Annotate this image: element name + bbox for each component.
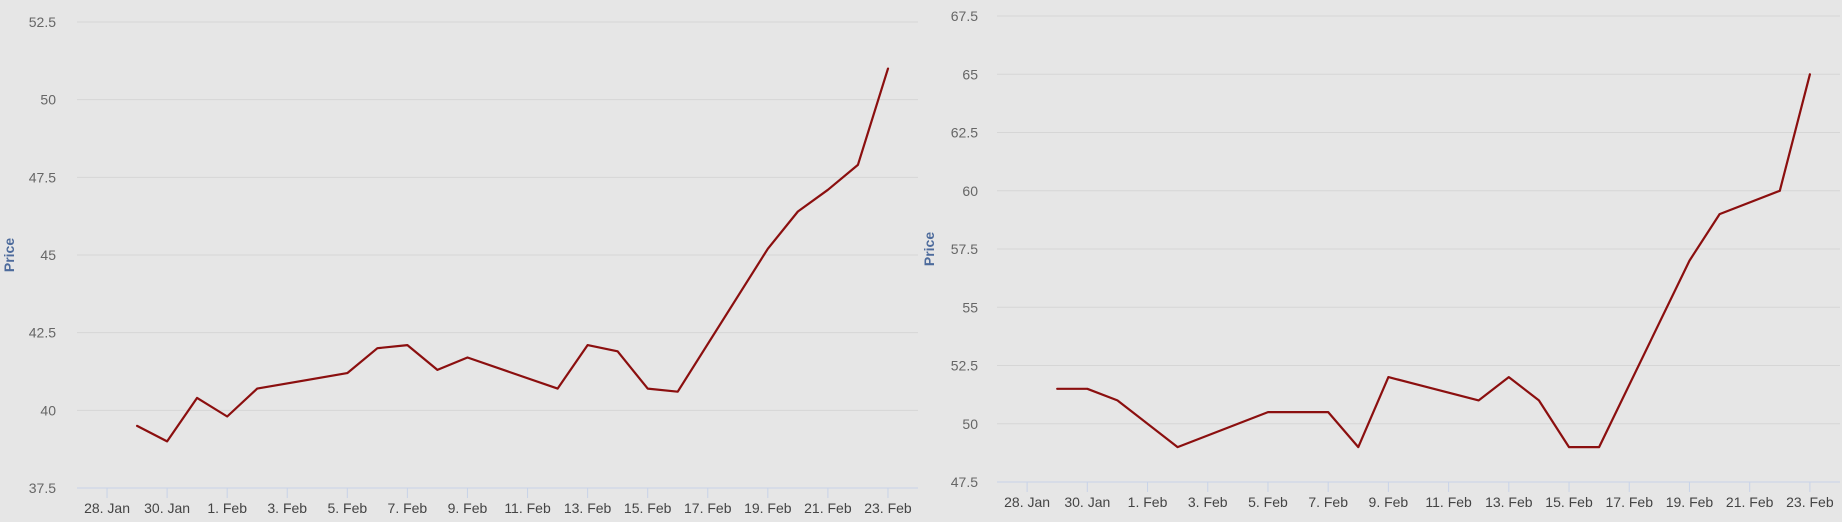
x-tick-label: 7. Feb [1308, 494, 1348, 510]
price-series-line [1056, 73, 1812, 449]
y-tick-label: 50 [962, 416, 978, 432]
x-tick-label: 19. Feb [744, 500, 792, 516]
y-tick-label: 45 [40, 247, 56, 263]
price-chart-left: 37.5 40 42.5 45 47.5 50 52.5 28. Jan 30. Jan 1. … [0, 0, 920, 522]
x-tick-label: 13. Feb [1485, 494, 1533, 510]
x-tick-label: 5. Feb [327, 500, 367, 516]
y-tick-label: 67.5 [951, 8, 978, 24]
x-tick-label: 3. Feb [1188, 494, 1228, 510]
y-axis-title: Price [1, 238, 17, 272]
x-tick-label: 9. Feb [448, 500, 488, 516]
y-tick-label: 40 [40, 402, 56, 418]
price-series-line [136, 67, 890, 443]
x-tick-label: 1. Feb [1128, 494, 1168, 510]
y-tick-label: 57.5 [951, 241, 978, 257]
y-tick-label: 62.5 [951, 125, 978, 141]
y-axis-title: Price [922, 232, 937, 266]
x-tick-label: 28. Jan [1004, 494, 1050, 510]
y-tick-label: 55 [962, 299, 978, 315]
x-tick-label: 11. Feb [504, 500, 551, 516]
x-tick-label: 21. Feb [804, 500, 852, 516]
y-tick-label: 52.5 [951, 358, 978, 374]
y-tick-label: 37.5 [29, 480, 56, 496]
x-tick-label: 30. Jan [144, 500, 190, 516]
x-tick-label: 7. Feb [388, 500, 428, 516]
price-chart-right: 47.5 50 52.5 55 57.5 60 62.5 65 67.5 28. Jan 30. … [922, 0, 1842, 522]
chart-left-svg: 37.5 40 42.5 45 47.5 50 52.5 28. Jan 30. Jan 1. … [1, 14, 918, 516]
x-tick-label: 23. Feb [864, 500, 912, 516]
x-tick-label: 15. Feb [624, 500, 672, 516]
y-tick-label: 65 [962, 66, 978, 82]
x-tick-label: 13. Feb [564, 500, 612, 516]
x-tick-label: 15. Feb [1545, 494, 1593, 510]
y-tick-label: 47.5 [29, 169, 56, 185]
x-tick-label: 28. Jan [84, 500, 130, 516]
x-tick-label: 30. Jan [1064, 494, 1110, 510]
y-tick-label: 52.5 [29, 14, 56, 30]
x-tick-label: 21. Feb [1726, 494, 1774, 510]
x-tick-label: 5. Feb [1248, 494, 1288, 510]
x-tick-label: 23. Feb [1786, 494, 1834, 510]
x-tick-label: 9. Feb [1369, 494, 1409, 510]
x-tick-label: 1. Feb [207, 500, 247, 516]
y-tick-label: 47.5 [951, 474, 978, 490]
x-tick-label: 17. Feb [684, 500, 732, 516]
y-tick-label: 50 [40, 92, 56, 108]
x-tick-label: 19. Feb [1666, 494, 1714, 510]
chart-right-svg: 47.5 50 52.5 55 57.5 60 62.5 65 67.5 28. Jan 30. … [922, 8, 1840, 510]
y-tick-label: 60 [962, 183, 978, 199]
x-tick-label: 11. Feb [1425, 494, 1472, 510]
x-tick-label: 17. Feb [1606, 494, 1654, 510]
x-tick-label: 3. Feb [267, 500, 307, 516]
y-tick-label: 42.5 [29, 325, 56, 341]
